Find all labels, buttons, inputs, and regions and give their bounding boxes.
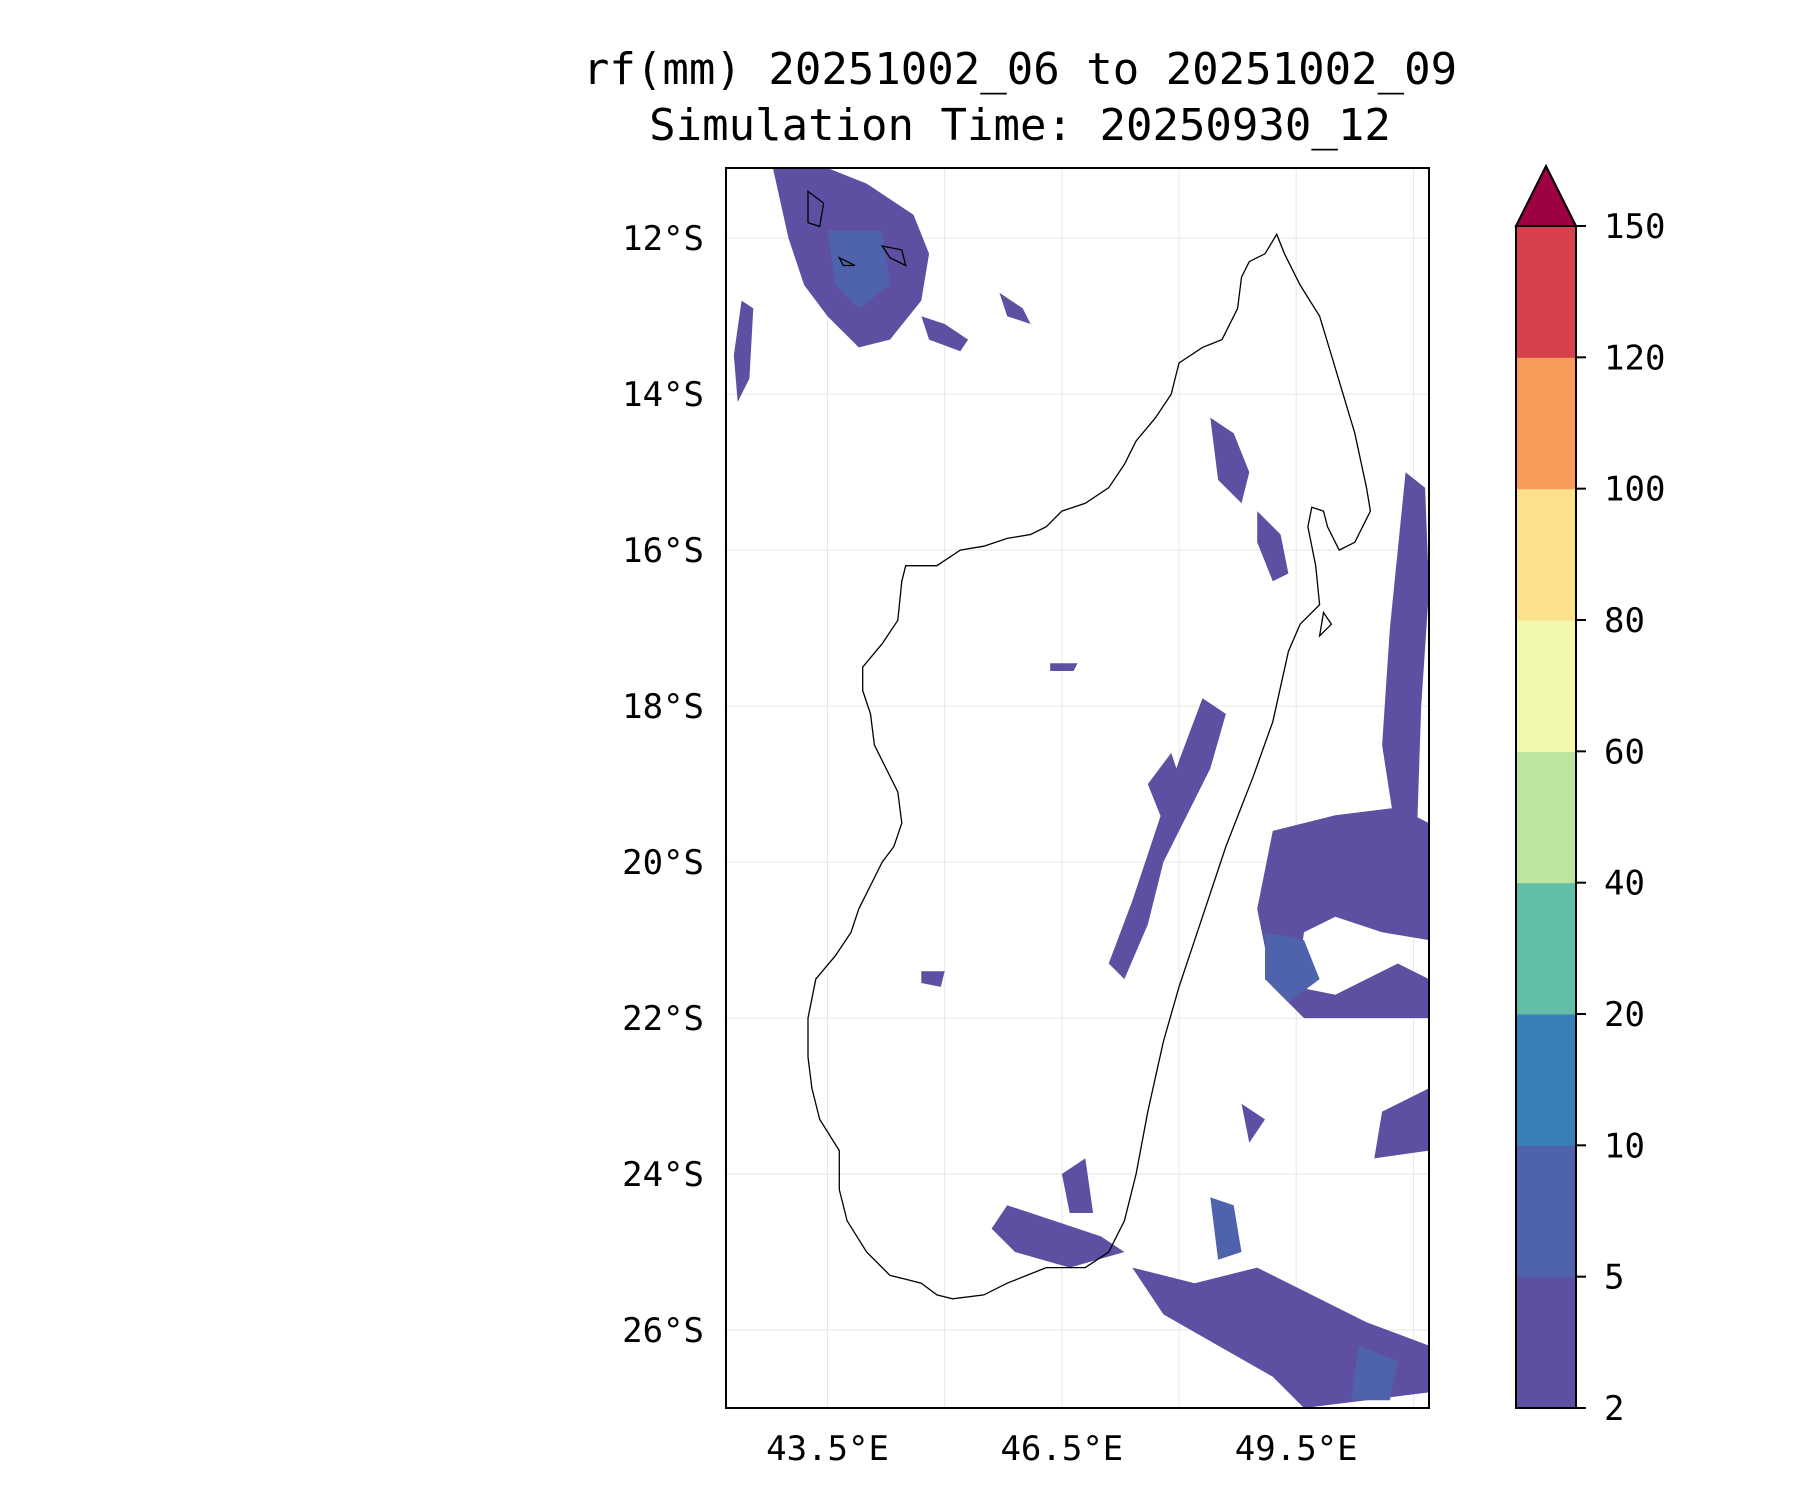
lon-tick-label: 43.5°E bbox=[766, 1429, 889, 1469]
coastline-island bbox=[837, 256, 856, 267]
colorbar-segment bbox=[1516, 882, 1576, 1015]
colorbar-segment bbox=[1516, 357, 1576, 490]
coastline-island bbox=[807, 190, 825, 228]
rainfall-area bbox=[1061, 1158, 1094, 1213]
map-layer bbox=[726, 168, 1429, 1408]
lat-tick-label: 20°S bbox=[622, 843, 704, 883]
coastline-island bbox=[1318, 610, 1333, 638]
rainfall-area bbox=[1350, 1345, 1398, 1401]
rainfall-area bbox=[1147, 752, 1187, 824]
rainfall-area bbox=[991, 1205, 1125, 1268]
rainfall-area bbox=[921, 316, 969, 352]
rainfall-area bbox=[1374, 1088, 1429, 1159]
rainfall-area bbox=[999, 292, 1031, 324]
lon-tick-label: 46.5°E bbox=[1000, 1429, 1123, 1469]
colorbar-segment bbox=[1516, 488, 1576, 621]
lat-tick-label: 16°S bbox=[622, 531, 704, 571]
coastline-madagascar bbox=[807, 232, 1372, 1300]
colorbar-tick-label: 80 bbox=[1604, 601, 1645, 641]
colorbar-tick-label: 60 bbox=[1604, 732, 1645, 772]
rainfall-area bbox=[1210, 1197, 1242, 1260]
colorbar-tick-label: 40 bbox=[1604, 864, 1645, 904]
rainfall-area bbox=[1241, 1103, 1265, 1143]
lat-tick-label: 12°S bbox=[622, 219, 704, 259]
rainfall-area bbox=[1210, 417, 1250, 504]
colorbar-segment bbox=[1516, 1276, 1576, 1409]
map-background bbox=[726, 168, 1429, 1408]
rainfall-area bbox=[1257, 511, 1289, 582]
colorbar-tick-label: 10 bbox=[1604, 1126, 1645, 1166]
rainfall-area bbox=[1050, 663, 1078, 671]
colorbar-segment bbox=[1516, 1014, 1576, 1146]
chart-title: rf(mm) 20251002_06 to 20251002_09 bbox=[582, 44, 1458, 95]
lat-tick-label: 24°S bbox=[622, 1155, 704, 1195]
lat-tick-label: 26°S bbox=[622, 1311, 704, 1351]
colorbar-tick-label: 100 bbox=[1604, 470, 1665, 510]
colorbar-segment bbox=[1516, 226, 1576, 358]
lat-tick-label: 22°S bbox=[622, 999, 704, 1039]
colorbar-tick-label: 120 bbox=[1604, 338, 1665, 378]
colorbar-segment bbox=[1516, 1145, 1576, 1278]
rainfall-area bbox=[1257, 807, 1429, 1019]
colorbar-tick-label: 150 bbox=[1604, 207, 1665, 247]
colorbar-frame bbox=[1515, 225, 1577, 1409]
chart-subtitle: Simulation Time: 20250930_12 bbox=[649, 100, 1391, 151]
colorbar-extend-arrow bbox=[1514, 163, 1578, 227]
colorbar-segment bbox=[1516, 620, 1576, 752]
rainfall-area bbox=[733, 300, 754, 402]
rainfall-area bbox=[1265, 932, 1320, 1003]
coastline-island bbox=[880, 245, 907, 267]
rainfall-area bbox=[1382, 472, 1429, 847]
colorbar-tick-label: 2 bbox=[1604, 1389, 1624, 1429]
rainfall-area bbox=[827, 230, 890, 309]
lat-tick-label: 14°S bbox=[622, 375, 704, 415]
map-frame bbox=[725, 167, 1430, 1409]
colorbar-tick-label: 5 bbox=[1604, 1258, 1624, 1298]
colorbar-segment bbox=[1516, 751, 1576, 884]
lat-tick-label: 18°S bbox=[622, 687, 704, 727]
lon-tick-label: 49.5°E bbox=[1235, 1429, 1358, 1469]
colorbar-tick-label: 20 bbox=[1604, 995, 1645, 1035]
rainfall-area bbox=[1108, 698, 1226, 980]
rainfall-area bbox=[921, 971, 945, 987]
